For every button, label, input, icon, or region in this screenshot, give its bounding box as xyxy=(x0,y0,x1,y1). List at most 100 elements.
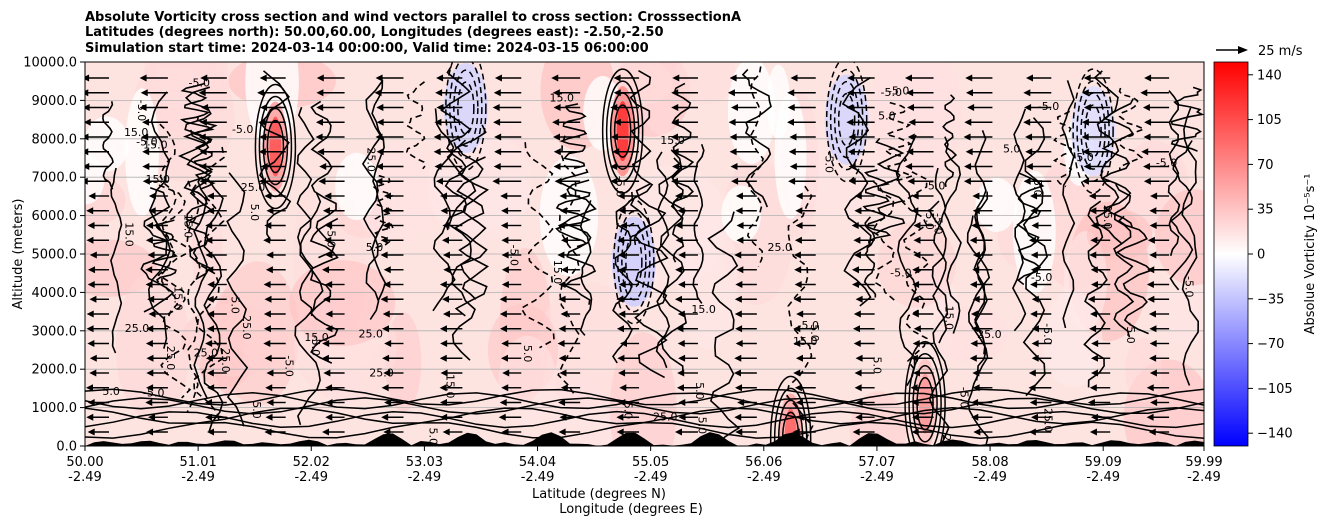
wind-vector-head xyxy=(376,104,384,111)
wind-vector-head xyxy=(86,310,94,318)
wind-vector-head xyxy=(86,207,94,215)
contour-positive xyxy=(102,101,114,190)
wind-vector-head xyxy=(912,266,920,274)
wind-vector-head xyxy=(855,399,863,406)
wind-vector-head xyxy=(323,295,331,303)
wind-vector-head xyxy=(85,74,90,82)
wind-vector-head xyxy=(671,104,679,111)
wind-vector-head xyxy=(501,281,509,288)
wind-vector-head xyxy=(793,325,801,333)
x-tick-label-lat: 51.01 xyxy=(180,455,217,470)
wind-vector-head xyxy=(971,413,979,421)
wind-vector-head xyxy=(264,354,272,362)
wind-vector-head xyxy=(264,222,272,229)
contour-label: 5.0 xyxy=(229,296,242,314)
wind-vector-head xyxy=(794,384,802,392)
wind-vector-head xyxy=(88,266,96,274)
contour-label: -5.0 xyxy=(822,152,835,173)
wind-vector-head xyxy=(1143,163,1151,170)
vorticity-patch xyxy=(975,177,1018,232)
wind-vector-head xyxy=(492,177,500,185)
wind-vector-head xyxy=(613,89,621,97)
wind-vector-head xyxy=(493,89,501,97)
wind-vector-head xyxy=(854,369,862,377)
x-tick-label-lat: 58.08 xyxy=(971,455,1008,470)
wind-vector-head xyxy=(853,251,861,259)
colorbar-tick-label: 35 xyxy=(1257,203,1274,218)
wind-vector-head xyxy=(1143,133,1151,141)
contour-positive xyxy=(707,211,741,446)
wind-vector-head xyxy=(847,74,855,82)
contour-label: 5.0 xyxy=(521,345,534,363)
contour-positive xyxy=(179,82,215,147)
wind-vector-head xyxy=(795,354,803,362)
wind-vector-head xyxy=(147,295,155,303)
contour-positive xyxy=(1170,86,1204,152)
wind-vector-head xyxy=(142,177,150,185)
wind-vector-head xyxy=(972,192,980,200)
x-tick-label-lon: -2.49 xyxy=(1086,470,1120,485)
wind-vector-head xyxy=(145,281,153,288)
wind-vector-head xyxy=(1090,369,1098,377)
wind-vector-head xyxy=(205,413,213,421)
wind-vector-head xyxy=(911,399,919,406)
contour-positive xyxy=(874,137,906,235)
contour-label: -5.0 xyxy=(282,355,295,376)
contour-ring xyxy=(266,119,285,174)
x-tick-label-lon: -2.49 xyxy=(747,470,781,485)
colorbar-tick-label: 105 xyxy=(1257,113,1282,128)
wind-vector-head xyxy=(442,428,450,436)
contour-negative xyxy=(786,185,814,446)
wind-vector-head xyxy=(911,413,919,421)
wind-vector-head xyxy=(263,236,271,244)
wind-vector-head xyxy=(677,207,685,215)
contour-label: -5.0 xyxy=(798,319,819,332)
y-tick-label: 4000.0 xyxy=(32,286,78,301)
wind-vector-head xyxy=(559,192,567,200)
wind-vector-head xyxy=(911,192,919,200)
wind-vector-head xyxy=(1149,354,1157,362)
x-tick-label-lat: 54.04 xyxy=(519,455,556,470)
wind-vector-head xyxy=(616,413,624,421)
wind-vector-head xyxy=(794,281,802,288)
wind-vector-head xyxy=(906,148,914,156)
wind-vector-head xyxy=(206,192,214,200)
contour-ring xyxy=(829,68,864,171)
contour-positive xyxy=(692,144,705,304)
wind-vector-head xyxy=(676,325,684,333)
wind-vector-head xyxy=(265,413,273,421)
vorticity-patch xyxy=(774,93,807,220)
vorticity-min xyxy=(824,74,869,165)
wind-vector-head xyxy=(260,163,268,170)
wind-vector-head xyxy=(674,295,682,303)
wind-vector-head xyxy=(317,148,325,156)
wind-vector-head xyxy=(384,399,392,406)
wind-vector-head xyxy=(501,251,509,259)
wind-vector-head xyxy=(374,89,382,97)
contour-positive xyxy=(973,130,987,355)
wind-vector-head xyxy=(89,354,97,362)
contour-ring xyxy=(825,62,868,183)
wind-vector-head xyxy=(1029,399,1037,406)
contour-label: -5.0 xyxy=(1124,322,1137,343)
plot-area: -5.05.05.05.025.0 -5.05.015.0-5.015.015.0… xyxy=(85,62,1204,446)
contour-low-level xyxy=(85,407,1204,425)
wind-vector-head xyxy=(199,163,207,170)
wind-vector-head xyxy=(88,192,96,200)
wind-vector-head xyxy=(89,295,97,303)
wind-vector-head xyxy=(617,354,625,362)
wind-vector-head xyxy=(380,251,388,259)
wind-vector-head xyxy=(852,325,860,333)
wind-vector-head xyxy=(440,399,448,406)
wind-vector-head xyxy=(616,295,624,303)
wind-vector-head xyxy=(1089,251,1097,259)
wind-vector-head xyxy=(501,428,509,436)
colorbar-tick-label: 70 xyxy=(1257,158,1274,173)
wind-vector-head xyxy=(788,148,796,156)
x-tick-label-lon: -2.49 xyxy=(294,470,328,485)
vorticity-patch xyxy=(1064,231,1108,330)
wind-vector-head xyxy=(906,104,914,111)
wind-vector-head xyxy=(913,325,921,333)
wind-vector-head xyxy=(559,369,567,377)
